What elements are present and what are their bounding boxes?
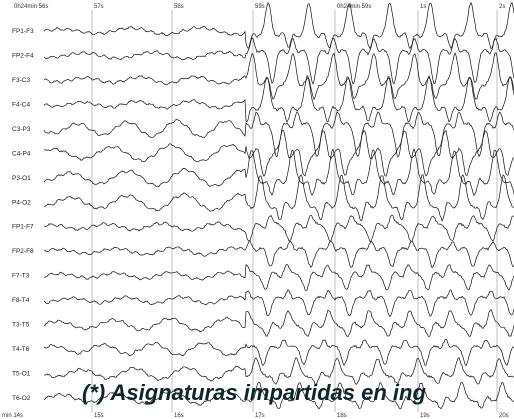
channel-label: T6-O2 xyxy=(12,395,31,402)
eeg-channel-trace xyxy=(43,174,514,222)
eeg-channel-trace xyxy=(43,381,514,410)
channel-label: F8-T4 xyxy=(12,297,30,304)
time-label: 0h24min 56s xyxy=(14,4,48,10)
caption: (*) Asignaturas impartidas en ing xyxy=(82,380,426,405)
eeg-channel-trace xyxy=(43,263,514,291)
channel-label: T3-T5 xyxy=(12,322,30,329)
eeg-channel-trace xyxy=(44,214,514,243)
time-label: 57s xyxy=(94,4,104,10)
time-label: 2s xyxy=(499,4,505,10)
time-label: 19s xyxy=(420,413,430,419)
channel-label: P3-O1 xyxy=(12,175,31,182)
time-label: 20s xyxy=(499,413,509,419)
channel-label: FP1-F3 xyxy=(12,28,34,35)
channel-label: C3-P3 xyxy=(12,126,31,133)
eeg-channel-trace xyxy=(43,289,514,318)
channel-label: F3-C3 xyxy=(12,77,30,84)
time-label: 17s xyxy=(255,413,265,419)
channel-label: F7-T3 xyxy=(12,273,30,280)
channel-label: FP2-F8 xyxy=(12,248,34,255)
eeg-channel-trace xyxy=(43,37,514,85)
channel-label: F4-C4 xyxy=(12,101,30,108)
time-label: 59s xyxy=(255,4,265,10)
time-label: min 14s xyxy=(2,413,23,419)
eeg-channel-trace xyxy=(43,51,514,101)
eeg-channel-trace xyxy=(43,148,514,197)
time-label: 58s xyxy=(174,4,184,10)
eeg-channel-trace xyxy=(43,339,514,367)
time-label: 1s xyxy=(420,4,426,10)
eeg-channel-trace xyxy=(43,309,514,338)
channel-label: P4-O2 xyxy=(12,199,31,206)
time-label: 16s xyxy=(174,413,184,419)
time-label: 18s xyxy=(337,413,347,419)
eeg-channel-trace xyxy=(43,74,514,123)
eeg-channel-trace xyxy=(43,110,514,158)
channel-label: C4-P4 xyxy=(12,150,31,157)
time-label: 0h24min 59s xyxy=(337,4,371,10)
channel-label: T5-O1 xyxy=(12,371,31,378)
eeg-channel-trace xyxy=(43,240,514,269)
channel-label: T4-T6 xyxy=(12,346,30,353)
channel-label: FP1-F7 xyxy=(12,224,34,231)
eeg-channel-trace xyxy=(43,357,514,386)
channel-label: FP2-F4 xyxy=(12,52,34,59)
time-label: 15s xyxy=(94,413,104,419)
eeg-channel-trace xyxy=(43,129,514,177)
eeg-channel-trace xyxy=(43,1,514,50)
